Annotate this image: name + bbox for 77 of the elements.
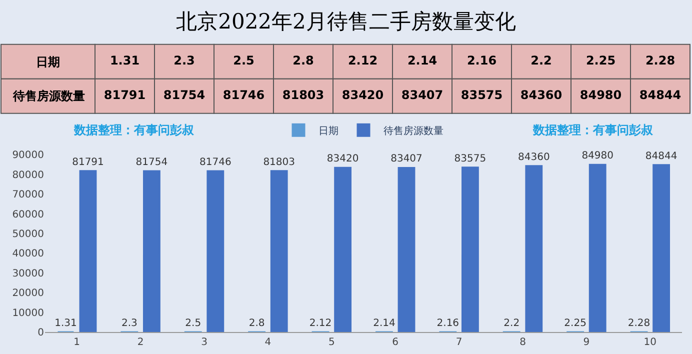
y-tick-label: 10000 — [12, 308, 44, 319]
bar — [588, 164, 606, 332]
data-label: 2.12 — [309, 318, 332, 329]
text: 84360 — [520, 88, 562, 102]
data-label: 2.5 — [185, 318, 202, 329]
text: 2.25 — [586, 54, 616, 68]
x-tick-label: 5 — [328, 337, 335, 348]
data-label: 83407 — [390, 154, 422, 165]
x-tick-label: 10 — [644, 337, 657, 348]
text: 84844 — [639, 88, 682, 102]
text: 2.12 — [348, 54, 378, 68]
y-tick-label: 60000 — [12, 209, 44, 220]
text: 2.2 — [530, 54, 552, 68]
legend-label: 日期 — [318, 124, 338, 137]
text: 日期 — [36, 55, 60, 69]
bar — [461, 166, 479, 332]
data-label: 81754 — [136, 156, 168, 168]
x-tick-label: 4 — [264, 337, 272, 348]
bar — [525, 165, 543, 332]
text: 84980 — [580, 88, 622, 102]
data-label: 1.31 — [54, 318, 77, 329]
text: 81803 — [282, 88, 324, 102]
data-label: 2.25 — [564, 318, 586, 329]
y-tick-label: 40000 — [12, 248, 44, 260]
data-label: 2.14 — [373, 318, 396, 329]
bar — [334, 166, 352, 332]
text: 81754 — [163, 88, 206, 102]
data-label: 2.3 — [121, 318, 138, 329]
chart-title: 北京2022年2月待售二手房数量变化 — [176, 10, 516, 34]
text: 83575 — [460, 88, 503, 102]
bar — [79, 170, 97, 332]
bar — [652, 164, 670, 332]
text: 83420 — [342, 88, 384, 102]
y-tick-label: 30000 — [12, 268, 44, 280]
data-label: 2.8 — [248, 318, 265, 329]
text: 2.3 — [174, 54, 195, 68]
bar — [398, 166, 416, 332]
data-label: 84360 — [518, 152, 550, 163]
data-label: 2.2 — [504, 318, 520, 329]
text: 81791 — [104, 88, 146, 102]
y-tick-label: 50000 — [12, 229, 44, 240]
y-tick-label: 90000 — [12, 150, 44, 162]
y-tick-label: 80000 — [12, 170, 44, 181]
text: 81746 — [222, 88, 265, 102]
x-tick-label: 9 — [583, 337, 590, 348]
data-label: 2.28 — [628, 318, 650, 329]
text: 83407 — [401, 88, 444, 102]
text: 2.28 — [645, 54, 676, 68]
data-label: 81746 — [199, 156, 232, 168]
text: 待售房源数量 — [13, 89, 85, 103]
x-tick-label: 8 — [520, 337, 526, 348]
data-label: 83575 — [454, 153, 486, 164]
text: 1.31 — [110, 54, 140, 68]
data-label: 84980 — [582, 150, 614, 162]
text: 2.16 — [466, 54, 497, 68]
text: 2.14 — [407, 54, 438, 68]
x-tick-label: 3 — [201, 337, 208, 348]
data-label: 84844 — [645, 150, 678, 162]
x-tick-label: 1 — [74, 337, 80, 348]
x-tick-label: 7 — [456, 337, 462, 348]
x-tick-label: 6 — [392, 337, 399, 348]
bar — [270, 170, 288, 332]
y-tick-label: 20000 — [12, 288, 44, 300]
text: 数据整理：有事问彭叔 — [73, 123, 195, 137]
bar — [142, 170, 160, 332]
legend-label: 待售房源数量 — [384, 124, 444, 137]
x-tick-label: 2 — [137, 337, 144, 348]
text: 数据整理：有事问彭叔 — [532, 123, 654, 137]
text: 2.5 — [233, 54, 254, 68]
y-tick-label: 0 — [38, 328, 44, 338]
data-label: 83420 — [326, 154, 359, 165]
data-label: 2.16 — [436, 318, 460, 329]
text: 2.8 — [292, 54, 314, 68]
data-label: 81803 — [263, 156, 296, 168]
data-label: 81791 — [72, 156, 104, 168]
bar — [206, 170, 224, 332]
y-tick-label: 70000 — [12, 190, 44, 201]
